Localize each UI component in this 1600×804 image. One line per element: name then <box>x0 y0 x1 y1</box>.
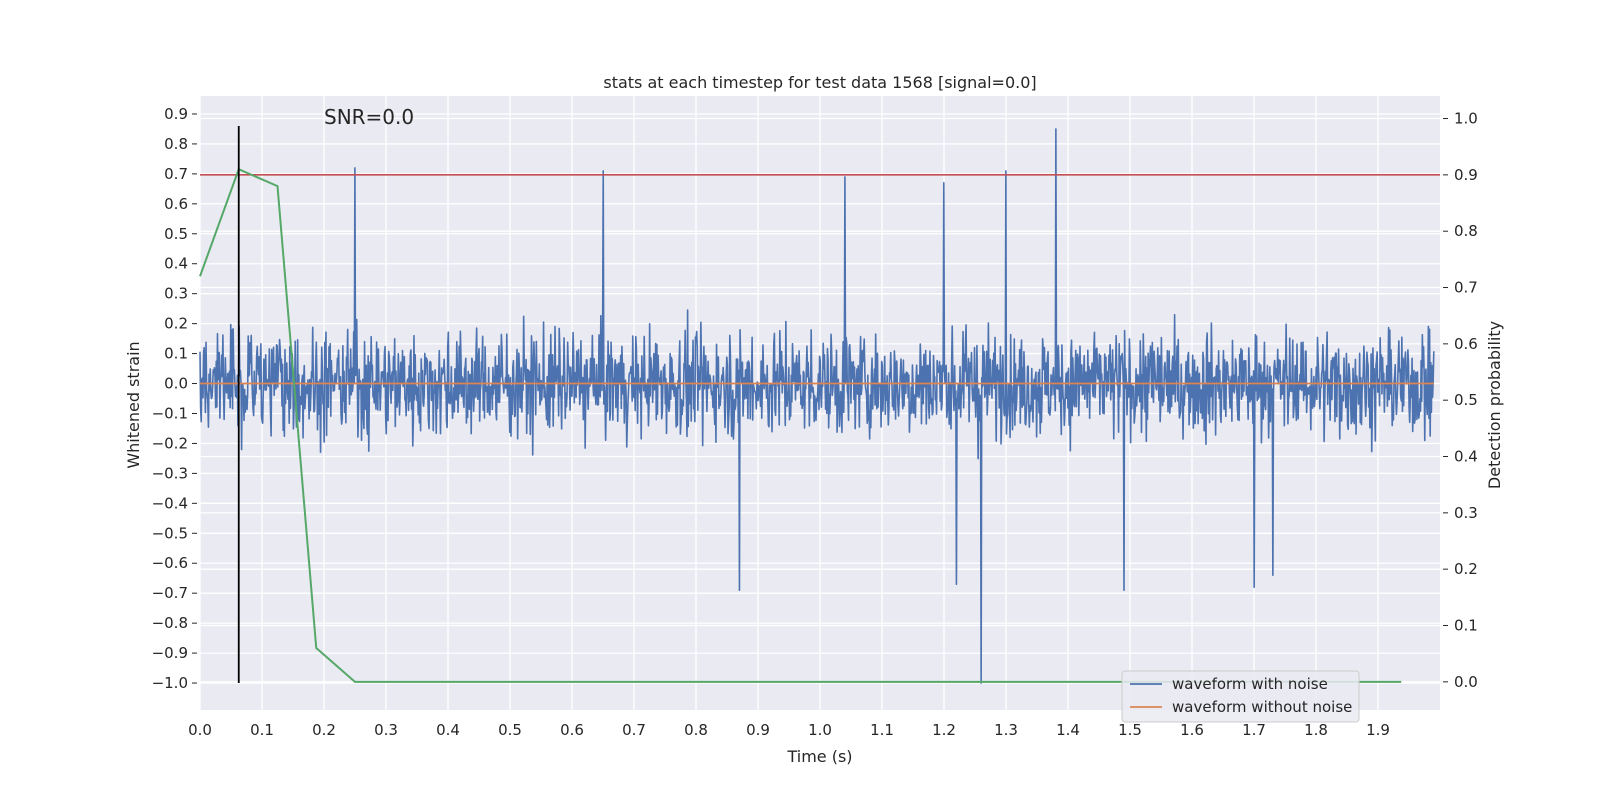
y-tick-label-left: 0.5 <box>164 225 188 243</box>
legend: waveform with noise waveform without noi… <box>1121 670 1360 723</box>
x-tick-label: 0.6 <box>560 721 584 739</box>
x-tick-label: 0.9 <box>746 721 770 739</box>
y-axis-label-right: Detection probability <box>1485 321 1504 489</box>
x-tick-label: 0.0 <box>188 721 212 739</box>
y-tick-label-right: 0.7 <box>1454 279 1478 297</box>
x-tick-label: 0.8 <box>684 721 708 739</box>
y-tick-label-right: 0.9 <box>1454 166 1478 184</box>
x-tick-label: 0.7 <box>622 721 646 739</box>
y-tick-label-right: 0.6 <box>1454 335 1478 353</box>
y-tick-label-right: 0.1 <box>1454 617 1478 635</box>
y-tick-label-right: 0.2 <box>1454 560 1478 578</box>
x-tick-label: 0.2 <box>312 721 336 739</box>
y-tick-label-left: −0.4 <box>152 494 188 512</box>
x-tick-label: 1.6 <box>1180 721 1204 739</box>
x-tick-label: 1.0 <box>808 721 832 739</box>
y-tick-label-left: 0.3 <box>164 285 188 303</box>
x-tick-label: 1.8 <box>1304 721 1328 739</box>
series-waveform-with-noise <box>199 128 1435 684</box>
y-tick-label-left: −0.6 <box>152 554 188 572</box>
y-tick-label-left: −0.7 <box>152 584 188 602</box>
y-tick-label-right: 1.0 <box>1454 110 1478 128</box>
y-tick-label-left: −0.9 <box>152 644 188 662</box>
x-tick-label: 0.5 <box>498 721 522 739</box>
y-tick-label-right: 0.3 <box>1454 504 1478 522</box>
y-tick-label-left: −1.0 <box>152 674 188 692</box>
grid <box>199 96 1440 710</box>
series-detection-probability <box>199 167 1402 683</box>
y-tick-label-right: 0.4 <box>1454 448 1478 466</box>
series-layer <box>199 125 1440 684</box>
y-tick-label-left: −0.8 <box>152 614 188 632</box>
y-tick-label-left: −0.3 <box>152 464 188 482</box>
x-tick-label: 0.1 <box>250 721 274 739</box>
y-tick-label-left: 0.6 <box>164 195 188 213</box>
y-tick-label-right: 0.5 <box>1454 391 1478 409</box>
y-tick-label-left: 0.4 <box>164 255 188 273</box>
x-tick-label: 1.9 <box>1366 721 1390 739</box>
x-tick-label: 1.5 <box>1118 721 1142 739</box>
x-tick-label: 0.3 <box>374 721 398 739</box>
y-axis-label-left: Whitened strain <box>124 341 143 468</box>
y-tick-label-left: 0.0 <box>164 375 188 393</box>
x-tick-label: 0.4 <box>436 721 460 739</box>
legend-label-clean: waveform without noise <box>1172 698 1352 716</box>
y-tick-label-left: −0.1 <box>152 404 188 422</box>
x-axis-label: Time (s) <box>786 747 852 766</box>
x-tick-label: 1.7 <box>1242 721 1266 739</box>
y-tick-label-left: 0.7 <box>164 165 188 183</box>
chart-title: stats at each timestep for test data 156… <box>603 73 1036 92</box>
ticks: 0.0 0.1 0.2 0.3 0.4 0.5 0.6 0.7 0.8 0.9 1.0 1.1 1.2 1… <box>152 105 1478 739</box>
x-tick-label: 1.4 <box>1056 721 1080 739</box>
x-tick-label: 1.3 <box>994 721 1018 739</box>
y-tick-label-left: −0.2 <box>152 434 188 452</box>
y-tick-label-left: 0.2 <box>164 315 188 333</box>
snr-annotation: SNR=0.0 <box>324 105 414 129</box>
y-tick-label-left: 0.8 <box>164 135 188 153</box>
y-tick-label-right: 0.8 <box>1454 222 1478 240</box>
x-tick-label: 1.2 <box>932 721 956 739</box>
legend-label-noise: waveform with noise <box>1172 675 1328 693</box>
y-tick-label-left: 0.1 <box>164 345 188 363</box>
y-tick-label-left: −0.5 <box>152 524 188 542</box>
y-tick-label-left: 0.9 <box>164 105 188 123</box>
y-tick-label-right: 0.0 <box>1454 673 1478 691</box>
x-tick-label: 1.1 <box>870 721 894 739</box>
legend-box <box>1121 670 1360 723</box>
